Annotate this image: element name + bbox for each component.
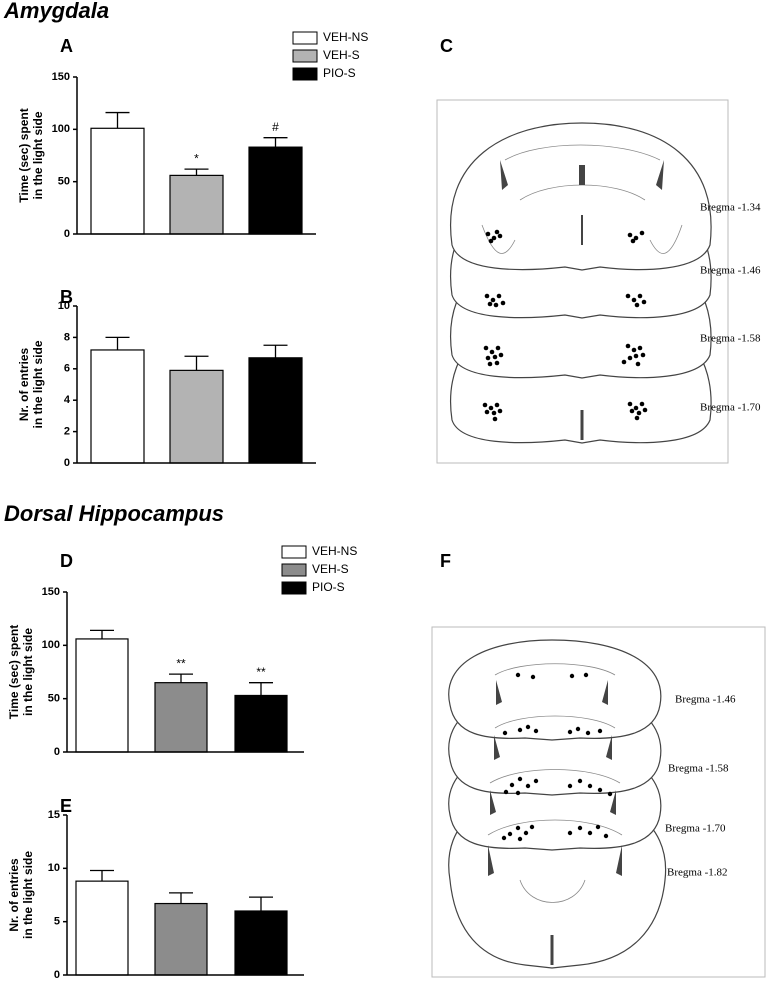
y-axis-label: in the light side: [31, 340, 45, 428]
legend-swatch: [292, 49, 318, 63]
y-tick-label: 2: [64, 426, 70, 438]
injection-sites: [501, 672, 613, 842]
legend-swatch: [292, 31, 318, 45]
y-axis-label: Nr. of entries: [7, 858, 21, 932]
panel-label: B: [60, 287, 73, 307]
panel-label: A: [60, 36, 73, 56]
bar: [248, 357, 303, 464]
diagram-frame: [436, 99, 729, 464]
y-axis-label: in the light side: [21, 851, 35, 939]
injection-sites: [482, 229, 648, 422]
legend-label: VEH-NS: [323, 30, 368, 44]
y-axis-label: in the light side: [31, 111, 45, 199]
bregma-label: Bregma -1.70: [700, 402, 761, 414]
section-title: Amygdala: [3, 0, 109, 23]
panel-label: D: [60, 551, 73, 571]
bar: [90, 349, 145, 464]
y-tick-label: 8: [64, 331, 70, 343]
y-axis-label: Nr. of entries: [17, 348, 31, 422]
bregma-label: Bregma -1.58: [700, 333, 761, 345]
bregma-label: Bregma -1.46: [675, 694, 736, 706]
legend-swatch: [281, 581, 307, 595]
y-tick-label: 100: [42, 639, 60, 651]
legend-swatch: [281, 563, 307, 577]
bar: [248, 146, 303, 235]
y-axis-label: in the light side: [21, 628, 35, 716]
y-tick-label: 10: [48, 862, 60, 874]
y-tick-label: 0: [54, 969, 60, 981]
brain-sections: [450, 122, 712, 444]
y-tick-label: 6: [64, 363, 70, 375]
y-tick-label: 50: [58, 176, 70, 188]
y-tick-label: 50: [48, 693, 60, 705]
significance-mark: **: [176, 656, 186, 670]
bregma-label: Bregma -1.70: [665, 823, 726, 835]
y-tick-label: 5: [54, 916, 60, 928]
bar: [169, 174, 224, 235]
y-tick-label: 150: [52, 71, 70, 83]
bregma-label: Bregma -1.34: [700, 202, 761, 214]
bar: [234, 694, 288, 753]
y-tick-label: 0: [64, 228, 70, 240]
y-tick-label: 150: [42, 586, 60, 598]
legend-label: PIO-S: [323, 66, 356, 80]
y-tick-label: 10: [58, 300, 70, 312]
y-tick-label: 4: [64, 394, 71, 406]
panel-label: E: [60, 796, 72, 816]
y-axis-label: Time (sec) spent: [17, 108, 31, 202]
legend-label: VEH-NS: [312, 544, 357, 558]
legend-label: VEH-S: [312, 562, 349, 576]
legend-swatch: [281, 545, 307, 559]
bar: [154, 682, 208, 753]
panel-label: F: [440, 551, 451, 571]
bar: [75, 880, 129, 976]
significance-mark: *: [194, 151, 199, 165]
diagram-frame: [431, 626, 766, 978]
legend-label: VEH-S: [323, 48, 360, 62]
bar: [154, 902, 208, 976]
bregma-label: Bregma -1.46: [700, 265, 761, 277]
bar: [90, 127, 145, 235]
legend-label: PIO-S: [312, 580, 345, 594]
y-tick-label: 0: [54, 746, 60, 758]
significance-mark: **: [256, 665, 266, 679]
bar: [75, 638, 129, 753]
y-tick-label: 15: [48, 809, 60, 821]
y-tick-label: 100: [52, 123, 70, 135]
bar: [169, 369, 224, 464]
brain-sections: [448, 639, 667, 969]
bar: [234, 910, 288, 976]
legend-swatch: [292, 67, 318, 81]
significance-mark: #: [272, 120, 279, 134]
panel-label: C: [440, 36, 453, 56]
y-axis-label: Time (sec) spent: [7, 625, 21, 719]
bregma-label: Bregma -1.82: [667, 867, 727, 879]
section-title: Dorsal Hippocampus: [4, 501, 224, 526]
bregma-label: Bregma -1.58: [668, 763, 729, 775]
y-tick-label: 0: [64, 457, 70, 469]
